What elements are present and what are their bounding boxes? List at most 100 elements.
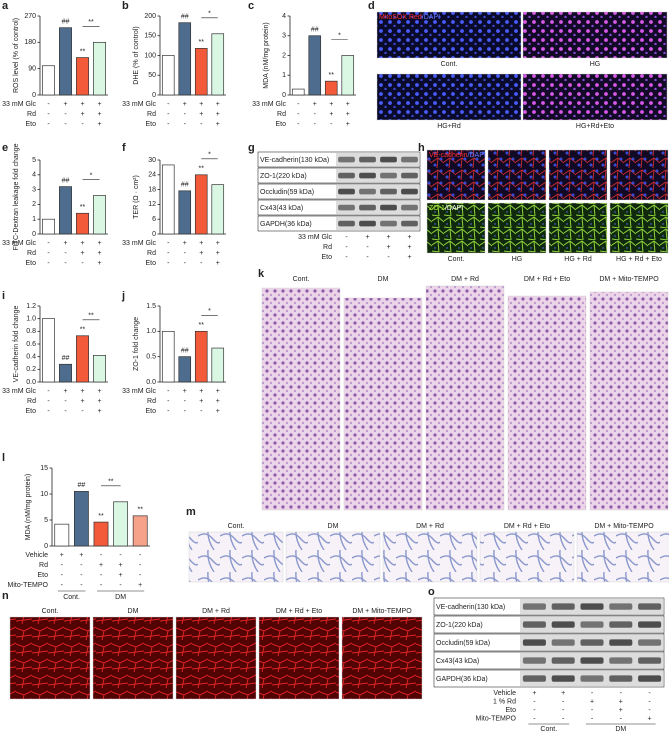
y-tick-label: 5 — [44, 517, 48, 524]
condition-sign: + — [97, 121, 101, 128]
blot-band — [338, 156, 355, 163]
bar — [93, 355, 106, 383]
blot-band — [338, 204, 355, 211]
condition-sign: + — [216, 111, 220, 118]
panel-letter: n — [2, 590, 9, 602]
condition-sign: - — [297, 101, 300, 108]
condition-label: Mito-TEMPO — [476, 715, 517, 722]
condition-label: Rd — [147, 250, 156, 257]
caption: DM + Mito-TEMPO — [594, 523, 654, 530]
y-axis-label: MDA (nM/mg protein) — [25, 474, 32, 541]
micrograph — [343, 297, 423, 511]
panel-letter: b — [122, 0, 129, 12]
blot-band — [401, 204, 418, 211]
condition-sign: - — [184, 408, 187, 415]
condition-sign: - — [167, 250, 170, 257]
significance-label: ** — [329, 72, 335, 79]
condition-label: Rd — [147, 398, 156, 405]
condition-label: Eto — [505, 707, 516, 714]
blot-band — [401, 188, 418, 195]
y-tick-label: 0.6 — [26, 341, 36, 348]
y-tick-label: 10 — [40, 491, 48, 498]
significance-label: ## — [311, 27, 319, 34]
significance-label: ## — [62, 355, 70, 362]
blot-band — [380, 156, 397, 163]
bracket-label: ** — [88, 19, 94, 26]
condition-sign: - — [139, 552, 142, 559]
condition-sign: - — [167, 408, 170, 415]
micrograph — [382, 531, 478, 583]
bar — [194, 48, 208, 96]
caption: HG — [590, 61, 601, 68]
condition-sign: + — [365, 234, 369, 241]
y-tick-label: 0 — [152, 92, 156, 99]
condition-sign: - — [167, 398, 170, 405]
blot-band — [580, 603, 604, 610]
stain-part: /DAPI — [422, 14, 440, 21]
condition-sign: + — [199, 111, 203, 118]
micrograph — [9, 616, 91, 700]
condition-sign: + — [329, 111, 333, 118]
y-tick-label: 15 — [40, 465, 48, 472]
condition-sign: - — [61, 582, 64, 589]
micrograph — [548, 202, 608, 254]
bar — [93, 41, 106, 96]
bar — [324, 80, 338, 96]
condition-sign: - — [648, 690, 651, 697]
protein-label: Occludin(59 kDa) — [436, 640, 490, 647]
condition-sign: - — [47, 240, 50, 247]
y-tick-label: 0.5 — [146, 354, 156, 361]
micrograph — [188, 531, 284, 583]
y-tick-label: 0.0 — [146, 379, 156, 386]
condition-sign: - — [345, 234, 348, 241]
significance-label: ## — [62, 19, 70, 26]
protein-label: VE-cadherin(130 kDa) — [260, 157, 329, 164]
condition-sign: - — [61, 562, 64, 569]
blot-band — [609, 621, 633, 628]
bracket-label: * — [90, 172, 93, 179]
condition-sign: - — [100, 552, 103, 559]
condition-sign: - — [200, 408, 203, 415]
condition-label: 33 mM Glc — [252, 101, 286, 108]
micrograph — [609, 202, 669, 254]
protein-label: Occludin(59 kDa) — [260, 189, 314, 196]
condition-sign: + — [80, 101, 84, 108]
y-tick-label: 0.8 — [26, 328, 36, 335]
bar — [76, 335, 89, 383]
blot-band — [359, 172, 376, 179]
blot-band — [401, 220, 418, 227]
blot-band — [551, 639, 575, 646]
y-axis-label: MDA (nM/mg protein) — [263, 22, 270, 89]
condition-sign: - — [64, 250, 67, 257]
protein-label: VE-cadherin(130 kDa) — [436, 604, 505, 611]
condition-label: Eto — [37, 572, 48, 579]
condition-sign: - — [64, 398, 67, 405]
condition-sign: + — [590, 698, 594, 705]
condition-sign: - — [562, 698, 565, 705]
bar — [76, 212, 89, 235]
condition-sign: - — [184, 111, 187, 118]
condition-sign: + — [183, 388, 187, 395]
caption: DM + Rd — [202, 608, 230, 615]
blot-band — [551, 675, 575, 682]
bar — [42, 218, 55, 235]
condition-sign: - — [167, 240, 170, 247]
condition-label: 33 mM Glc — [2, 388, 36, 395]
condition-sign: + — [532, 690, 536, 697]
condition-label: Vehicle — [25, 552, 48, 559]
blot-band — [401, 156, 418, 163]
condition-sign: - — [100, 582, 103, 589]
micrograph — [258, 616, 340, 700]
significance-label: ## — [181, 14, 189, 21]
panel-letter: f — [122, 142, 126, 154]
bracket-label: * — [208, 152, 211, 159]
condition-sign: - — [47, 260, 50, 267]
condition-sign: - — [80, 562, 83, 569]
condition-sign: - — [81, 121, 84, 128]
group-label: Cont. — [540, 726, 557, 733]
protein-label: Cx43(43 kDa) — [436, 658, 479, 665]
bracket-label: * — [338, 32, 341, 39]
condition-sign: - — [184, 260, 187, 267]
panel-letter: h — [418, 142, 425, 154]
